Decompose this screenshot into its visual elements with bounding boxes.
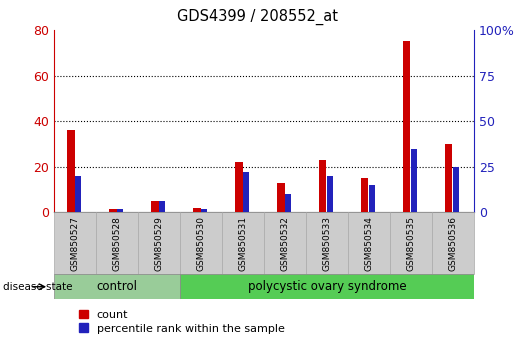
- Bar: [138, 212, 180, 274]
- Text: GSM850527: GSM850527: [71, 216, 79, 271]
- Text: GSM850528: GSM850528: [113, 216, 122, 271]
- Bar: [222, 212, 264, 274]
- Text: GSM850531: GSM850531: [238, 216, 247, 271]
- Bar: [403, 41, 410, 212]
- Bar: [411, 149, 417, 212]
- Bar: [306, 212, 348, 274]
- Text: disease state: disease state: [3, 282, 72, 292]
- Bar: [67, 130, 75, 212]
- Bar: [235, 162, 243, 212]
- Text: GDS4399 / 208552_at: GDS4399 / 208552_at: [177, 9, 338, 25]
- Bar: [390, 212, 432, 274]
- Bar: [201, 209, 207, 212]
- Bar: [76, 176, 81, 212]
- Bar: [244, 172, 249, 212]
- Text: GSM850535: GSM850535: [406, 216, 415, 271]
- Text: GSM850530: GSM850530: [197, 216, 205, 271]
- Bar: [453, 167, 459, 212]
- Text: GSM850536: GSM850536: [449, 216, 457, 271]
- Bar: [264, 212, 306, 274]
- Bar: [54, 212, 96, 274]
- Bar: [369, 185, 375, 212]
- Text: GSM850532: GSM850532: [281, 216, 289, 271]
- Bar: [285, 194, 291, 212]
- Bar: [151, 201, 159, 212]
- Text: GSM850534: GSM850534: [365, 216, 373, 271]
- Bar: [445, 144, 452, 212]
- Bar: [277, 183, 284, 212]
- Bar: [180, 274, 474, 299]
- Bar: [193, 208, 200, 212]
- Bar: [432, 212, 474, 274]
- Text: control: control: [96, 280, 138, 293]
- Bar: [348, 212, 390, 274]
- Bar: [96, 212, 138, 274]
- Bar: [160, 201, 165, 212]
- Text: polycystic ovary syndrome: polycystic ovary syndrome: [248, 280, 406, 293]
- Legend: count, percentile rank within the sample: count, percentile rank within the sample: [79, 310, 285, 333]
- Bar: [54, 274, 180, 299]
- Bar: [109, 209, 116, 212]
- Bar: [117, 209, 123, 212]
- Text: GSM850529: GSM850529: [154, 216, 163, 271]
- Bar: [319, 160, 327, 212]
- Text: GSM850533: GSM850533: [322, 216, 331, 271]
- Bar: [180, 212, 222, 274]
- Bar: [361, 178, 368, 212]
- Bar: [328, 176, 333, 212]
